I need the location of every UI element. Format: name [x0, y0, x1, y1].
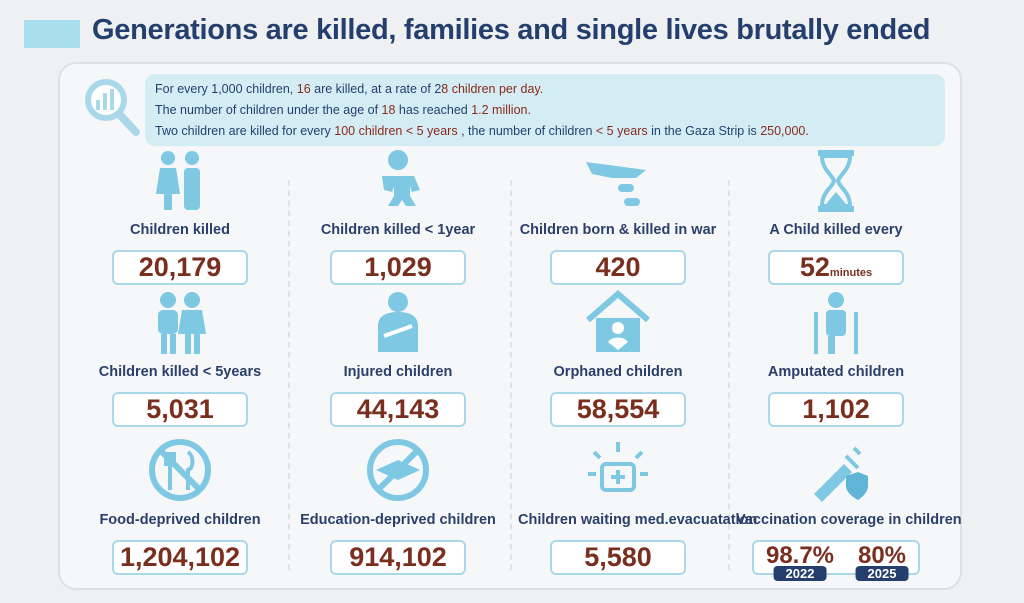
divider	[288, 180, 290, 570]
home-heart-icon	[586, 290, 650, 352]
stat-value-box: 20,179	[112, 250, 248, 285]
stat-value: 1,204,102	[119, 542, 241, 572]
stat-value: 914,102	[349, 542, 447, 572]
info-text: 18	[381, 103, 396, 117]
stat-value: 5,031	[146, 394, 214, 424]
stat-value-box: 58,554	[550, 392, 686, 427]
info-text: 16	[296, 82, 311, 96]
stat-value: 5,580	[584, 542, 652, 572]
info-text: The number of children under the age of	[155, 103, 382, 117]
title-accent	[24, 20, 80, 48]
injured-icon	[378, 292, 418, 352]
stat-value-box: 52minutes	[768, 250, 904, 285]
info-line: Two children are killed for every 100 ch…	[155, 121, 935, 142]
stat-label: Injured children	[343, 364, 453, 380]
stat-label: Children killed < 5years	[98, 364, 262, 380]
medkit-icon	[588, 442, 648, 492]
stat-vaccination-coverage-in-children: Vaccination coverage in children 98.7% 202…	[736, 438, 962, 581]
info-box: For every 1,000 children, 16 are killed,…	[145, 74, 945, 146]
stat-value: 80% 2025	[855, 542, 909, 581]
kids-icon	[158, 292, 206, 354]
stat-label: Amputated children	[767, 364, 905, 380]
stat-unit: minutes	[829, 267, 873, 279]
baby-icon	[382, 150, 420, 206]
stat-label: Children killed < 1year	[320, 222, 476, 238]
info-text: 100 children < 5 years	[334, 124, 458, 138]
divider	[510, 180, 512, 570]
info-text: 1.2 million.	[471, 103, 531, 117]
info-line: For every 1,000 children, 16 are killed,…	[155, 79, 935, 100]
stat-label: A Child killed every	[769, 222, 903, 238]
year-badge: 2022	[773, 566, 827, 581]
stat-value-box: 1,204,102	[112, 540, 248, 575]
stat-value-box: 1,102	[768, 392, 904, 427]
stat-value-box: 5,580	[550, 540, 686, 575]
stat-label: Vaccination coverage in children	[736, 512, 962, 528]
info-text: 250,000.	[760, 124, 809, 138]
stat-label: Food-deprived children	[99, 512, 261, 528]
stat-education-deprived-children: Education-deprived children 914,102	[298, 438, 498, 575]
stat-label: Children born & killed in war	[519, 222, 717, 238]
stat-children-born-killed-in-war: Children born & killed in war 420	[518, 148, 718, 285]
stat-value-box: 5,031	[112, 392, 248, 427]
crutches-icon	[814, 292, 858, 354]
stat-value: 98.7% 2022	[765, 542, 835, 581]
stat-value: 20,179	[138, 252, 222, 282]
info-text: 8 children per day.	[441, 82, 544, 96]
info-text: , the number of children	[457, 124, 596, 138]
stat-children-killed-5years: Children killed < 5years 5,031	[80, 290, 280, 427]
year-badge: 2025	[855, 566, 909, 581]
stat-value: 420	[595, 252, 641, 282]
page-title: Generations are killed, families and sin…	[92, 14, 931, 46]
magnifier-chart-icon	[85, 79, 140, 136]
stat-label: Education-deprived children	[300, 512, 496, 528]
stat-value: 52	[799, 252, 830, 282]
stat-food-deprived-children: Food-deprived children 1,204,102	[80, 438, 280, 575]
stat-children-killed-1year: Children killed < 1year 1,029	[298, 148, 498, 285]
info-text: For every 1,000 children,	[155, 82, 297, 96]
missile-icon	[586, 162, 646, 206]
info-text: Two children are killed for every	[155, 124, 335, 138]
hourglass-icon	[818, 150, 854, 212]
stat-value-box: 1,029	[330, 250, 466, 285]
info-text: are killed, at a rate of 2	[310, 82, 442, 96]
stat-value: 1,029	[364, 252, 432, 282]
syringe-icon	[814, 446, 868, 502]
info-line: The number of children under the age of …	[155, 100, 935, 121]
stat-label: Children killed	[130, 222, 230, 238]
stat-value: 1,102	[802, 394, 870, 424]
info-text: < 5 years	[595, 124, 648, 138]
stat-children-waiting-med-evacuatation: Children waiting med.evacuatation 5,580	[518, 438, 758, 575]
stat-label: Children waiting med.evacuatation	[518, 512, 758, 528]
stat-value-box: 98.7% 2022 80% 2025	[752, 540, 920, 581]
info-text: in the Gaza Strip is	[647, 124, 761, 138]
no-education-icon	[367, 439, 429, 501]
info-text: has reached	[395, 103, 472, 117]
stat-value-box: 44,143	[330, 392, 466, 427]
stat-value-box: 420	[550, 250, 686, 285]
no-food-icon	[149, 439, 211, 501]
stat-value-box: 914,102	[330, 540, 466, 575]
stat-value: 44,143	[356, 394, 440, 424]
stat-injured-children: Injured children 44,143	[298, 290, 498, 427]
stat-amputated-children: Amputated children 1,102	[736, 290, 936, 427]
stat-label: Orphaned children	[553, 364, 683, 380]
stat-a-child-killed-every: A Child killed every 52minutes	[736, 148, 936, 285]
stat-value: 58,554	[576, 394, 660, 424]
divider	[728, 180, 730, 570]
stat-children-killed: Children killed 20,179	[80, 148, 280, 285]
parents-icon	[156, 151, 200, 210]
stat-orphaned-children: Orphaned children 58,554	[518, 290, 718, 427]
